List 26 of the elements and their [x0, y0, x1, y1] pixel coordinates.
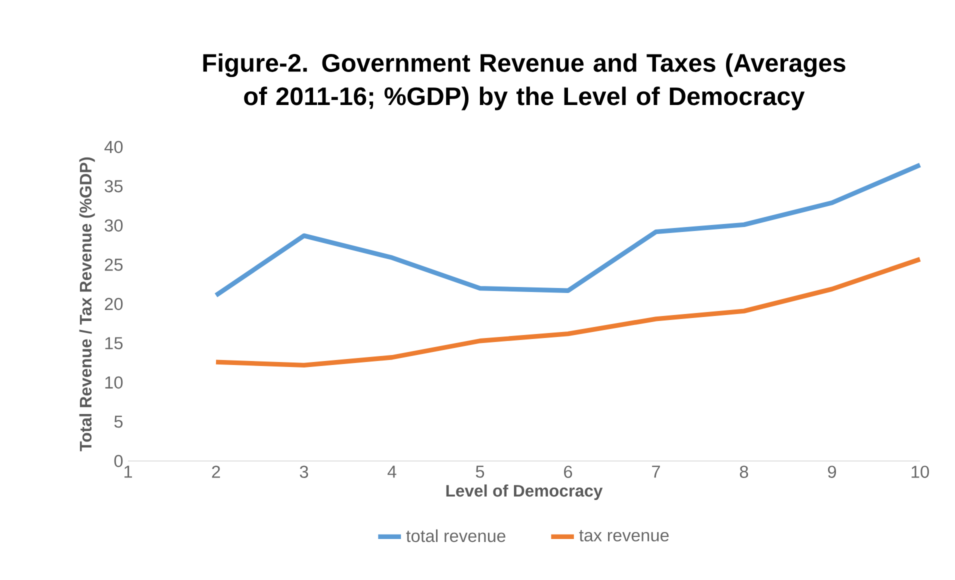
- line-series: [214, 256, 922, 368]
- y-tick-label: 40: [104, 140, 123, 154]
- x-axis-title: Level of Democracy: [446, 484, 603, 500]
- y-tick-label: 15: [105, 337, 123, 350]
- y-tick-label: 20: [104, 298, 123, 310]
- line-series: [214, 162, 922, 298]
- x-tick-label: 1: [124, 466, 132, 478]
- x-tick-label: 5: [476, 466, 484, 478]
- chart-title: Figure-2. Government Revenue and Taxes (Averages of 2011-16; %GDP) by the Level of Democracy: [203, 53, 846, 110]
- y-tick-label: 35: [104, 180, 123, 192]
- y-tick-label: 10: [105, 376, 123, 389]
- x-tick-label: 6: [564, 466, 572, 478]
- y-tick-label: 30: [104, 219, 123, 232]
- y-tick-label: 0: [114, 454, 123, 468]
- legend-label: tax revenue: [579, 530, 669, 542]
- x-tick-label: 8: [740, 466, 748, 478]
- x-tick-label: 4: [388, 466, 396, 478]
- x-tick-label: 10: [912, 466, 929, 478]
- x-tick-label: 9: [828, 466, 836, 478]
- x-tick-label: 3: [300, 466, 308, 478]
- y-tick-label: 5: [114, 416, 123, 428]
- legend-label: total revenue: [406, 529, 506, 542]
- y-tick-label: 25: [104, 258, 123, 271]
- x-tick-label: 7: [652, 466, 660, 478]
- y-axis-title: Total Revenue / Tax Revenue (%GDP): [79, 157, 95, 452]
- x-tick-label: 2: [212, 466, 220, 478]
